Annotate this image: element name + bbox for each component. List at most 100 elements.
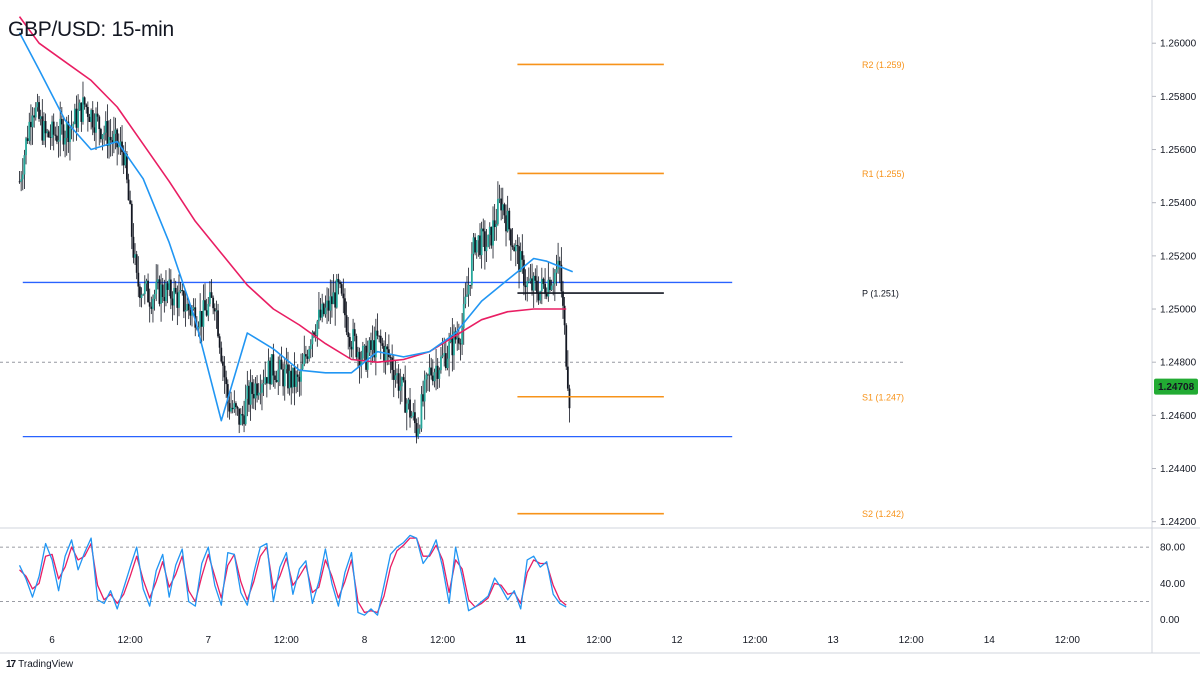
candle-body [467, 284, 470, 295]
candle-body [127, 179, 130, 201]
time-tick-label: 12:00 [274, 635, 299, 646]
candle-body [165, 283, 167, 302]
candle-body [347, 332, 350, 338]
candle-body [418, 428, 421, 430]
candle-body [440, 356, 442, 371]
candle-body [322, 303, 325, 315]
sma-slow-line [18, 16, 567, 364]
candle-body [374, 330, 377, 358]
candle-body [415, 423, 418, 437]
candle-body [391, 357, 394, 370]
candle-body [430, 367, 433, 376]
candle-body [52, 121, 55, 135]
candle-body [500, 198, 503, 211]
pivot-label-p: P (1.251) [862, 289, 899, 299]
candle-body [85, 104, 88, 108]
candle-body [513, 247, 516, 252]
candle-body [233, 403, 236, 410]
candle-body [331, 296, 333, 305]
candle-body [311, 332, 314, 345]
candle-body [210, 292, 213, 298]
time-tick-label: 11 [515, 635, 526, 646]
candle-body [156, 279, 159, 282]
candle-body [91, 110, 94, 128]
candle-body [443, 353, 446, 356]
time-tick-label: 6 [49, 635, 55, 646]
candle-body [340, 284, 343, 294]
candle-body [160, 284, 162, 304]
candle-body [176, 292, 179, 308]
candle-body [270, 354, 273, 385]
candle-body [283, 369, 286, 387]
candle-body [373, 340, 376, 358]
candle-body [461, 328, 464, 345]
candle-body [262, 383, 265, 385]
price-tick-label: 1.24800 [1160, 358, 1197, 369]
candle-body [59, 118, 62, 141]
candle-body [451, 335, 454, 356]
candle-body [480, 228, 483, 256]
candle-body [252, 393, 255, 399]
price-tick-label: 1.25200 [1160, 251, 1197, 262]
candle-body [394, 375, 397, 380]
candle-body [304, 354, 307, 357]
candle-body [199, 311, 202, 328]
price-tick-label: 1.25400 [1160, 198, 1197, 209]
candle-body [296, 374, 299, 377]
candle-body [202, 300, 205, 327]
candle-body [549, 279, 551, 290]
candle-body [152, 298, 154, 309]
candle-body [365, 345, 368, 370]
candle-body [230, 407, 232, 412]
candle-body [239, 414, 242, 425]
candle-body [370, 340, 372, 350]
candle-body [376, 330, 379, 336]
candle-body [236, 407, 239, 409]
candle-body [43, 121, 45, 141]
candle-body [60, 118, 63, 125]
candle-body [109, 136, 112, 141]
candle-body [313, 332, 315, 336]
candle-body [298, 376, 301, 382]
candle-body [422, 394, 424, 402]
candle-body [503, 204, 506, 216]
time-tick-label: 12:00 [118, 635, 143, 646]
candle-body [121, 141, 123, 153]
tradingview-logo-icon: 17 [6, 659, 16, 670]
candle-body [462, 303, 465, 329]
time-tick-label: 12 [671, 635, 683, 646]
sma-fast-line [18, 32, 574, 422]
candle-body [231, 407, 234, 410]
candle-body [134, 254, 136, 258]
candle-body [529, 278, 532, 282]
candle-body [197, 327, 200, 329]
tradingview-brand[interactable]: 17 TradingView [6, 659, 73, 670]
candle-body [475, 240, 478, 253]
time-tick-label: 12:00 [586, 635, 611, 646]
candle-body [309, 344, 312, 350]
candle-body [93, 127, 96, 133]
candle-body [352, 329, 354, 350]
time-tick-label: 12:00 [899, 635, 924, 646]
candle-body [353, 329, 356, 336]
candlestick-series [18, 81, 571, 444]
price-tick-label: 1.25800 [1160, 92, 1197, 103]
candle-body [280, 359, 283, 370]
candle-body [287, 364, 289, 389]
candle-body [319, 309, 322, 318]
candle-body [563, 305, 566, 326]
candle-body [222, 361, 224, 366]
candle-body [274, 375, 276, 380]
candle-body [99, 129, 102, 140]
candle-body [414, 412, 416, 424]
candle-body [192, 307, 195, 309]
candle-body [226, 384, 229, 404]
candle-body [46, 131, 49, 134]
candle-body [246, 385, 249, 399]
candle-body [51, 121, 53, 138]
osc-tick-label: 0.00 [1160, 615, 1180, 626]
candle-body [519, 251, 522, 272]
candle-body [506, 210, 509, 232]
candle-body [565, 325, 568, 367]
